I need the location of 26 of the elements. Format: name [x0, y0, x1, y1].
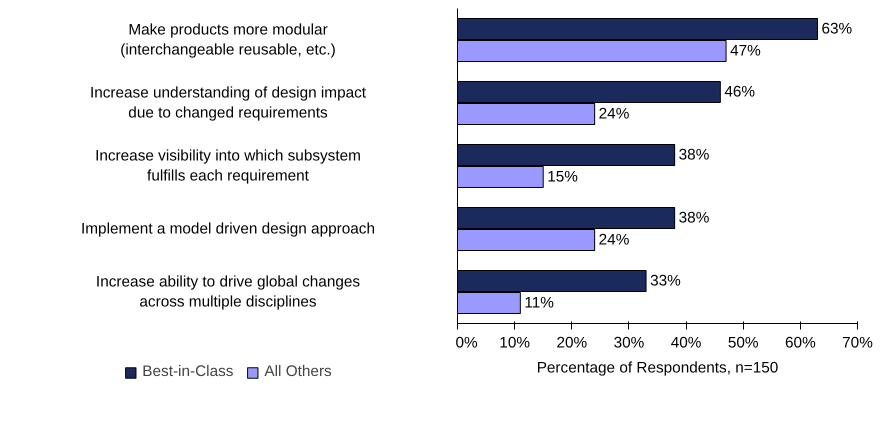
- data-label: 63%: [822, 20, 853, 38]
- x-tick-label: 30%: [614, 334, 645, 352]
- x-tick-label: 70%: [842, 334, 874, 352]
- data-label: 11%: [524, 294, 554, 312]
- x-tick-label: 50%: [728, 334, 759, 352]
- data-label: 15%: [547, 168, 578, 186]
- x-tick-label: 40%: [670, 334, 702, 352]
- data-label: 38%: [678, 209, 710, 226]
- y-tick-label: Implement a model driven design approach: [81, 220, 375, 238]
- y-tick-label: Make products more modular (interchangeable reusable, etc.): [120, 22, 336, 58]
- y-tick-label: Increase visibility into which subsystem fulfills each requirement: [95, 148, 361, 184]
- legend-label: Best-in-Class: [142, 363, 234, 381]
- x-tick-label: 60%: [785, 334, 816, 352]
- data-label: 24%: [598, 106, 630, 123]
- x-tick-label: 10%: [499, 334, 530, 352]
- data-label: 33%: [650, 272, 682, 290]
- y-tick-label: Increase understanding of design impact due to changed requirements: [90, 84, 367, 122]
- data-label: 24%: [598, 232, 630, 249]
- x-tick-label: 20%: [556, 334, 588, 352]
- data-label: 47%: [730, 42, 762, 60]
- data-label: 38%: [678, 146, 710, 164]
- legend-label: All Others: [264, 363, 332, 381]
- y-tick-label: Increase ability to drive global changes across multiple disciplines: [96, 274, 360, 310]
- x-tick-label: 0%: [456, 334, 478, 352]
- x-axis-title: Percentage of Respondents, n=150: [536, 360, 778, 376]
- data-label: 46%: [724, 83, 756, 100]
